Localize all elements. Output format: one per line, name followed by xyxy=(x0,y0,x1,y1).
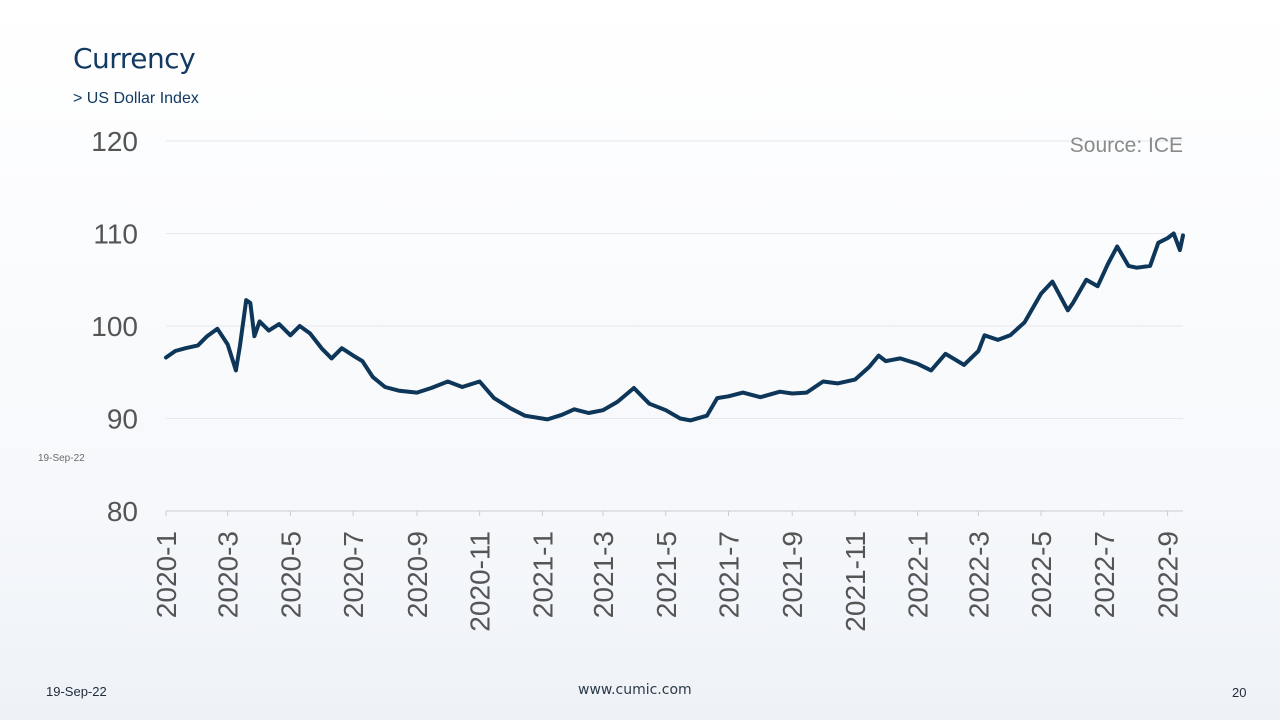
grid-lines xyxy=(166,140,1183,419)
page-number: 20 xyxy=(1232,685,1247,700)
x-tick-label: 2022-7 xyxy=(1089,531,1120,618)
x-tick-label: 2021-7 xyxy=(713,531,744,618)
footer-url-link[interactable]: www.cumic.com xyxy=(578,682,692,698)
x-tick-label: 2022-9 xyxy=(1153,531,1184,618)
page-title: Currency xyxy=(73,42,196,75)
x-tick-label: 2021-3 xyxy=(588,531,619,618)
x-tick-label: 2021-11 xyxy=(840,531,871,632)
x-tick-label: 2020-9 xyxy=(402,531,433,618)
x-tick-label: 2021-9 xyxy=(777,531,808,618)
x-tick-label: 2020-3 xyxy=(213,531,244,618)
x-tick-label: 2021-5 xyxy=(651,531,682,618)
x-tick-label: 2021-1 xyxy=(527,531,558,618)
side-date: 19-Sep-22 xyxy=(38,453,85,464)
x-axis xyxy=(165,510,1183,516)
page-subtitle: > US Dollar Index xyxy=(73,90,199,107)
footer-date: 19-Sep-22 xyxy=(46,684,107,699)
source-note: Source: ICE xyxy=(1070,134,1183,157)
series-line xyxy=(164,231,1185,423)
x-tick-label: 2022-1 xyxy=(903,531,934,618)
x-tick-label: 2022-5 xyxy=(1026,531,1057,618)
y-tick-label: 120 xyxy=(91,126,138,157)
x-tick-label: 2020-5 xyxy=(275,531,306,618)
x-tick-label: 2020-7 xyxy=(338,531,369,618)
y-axis-tick-labels: 80 90 100 110 120 xyxy=(91,126,138,527)
x-tick-label: 2020-1 xyxy=(151,531,182,618)
y-tick-label: 100 xyxy=(91,311,138,342)
y-tick-label: 110 xyxy=(93,219,138,250)
y-tick-label: 90 xyxy=(107,404,138,435)
x-axis-tick-labels: 2020-1 2020-3 2020-5 2020-7 2020-9 2020-11 202… xyxy=(151,531,1184,632)
x-tick-label: 2020-11 xyxy=(465,531,496,632)
y-tick-label: 80 xyxy=(107,496,138,527)
x-tick-label: 2022-3 xyxy=(963,531,994,618)
